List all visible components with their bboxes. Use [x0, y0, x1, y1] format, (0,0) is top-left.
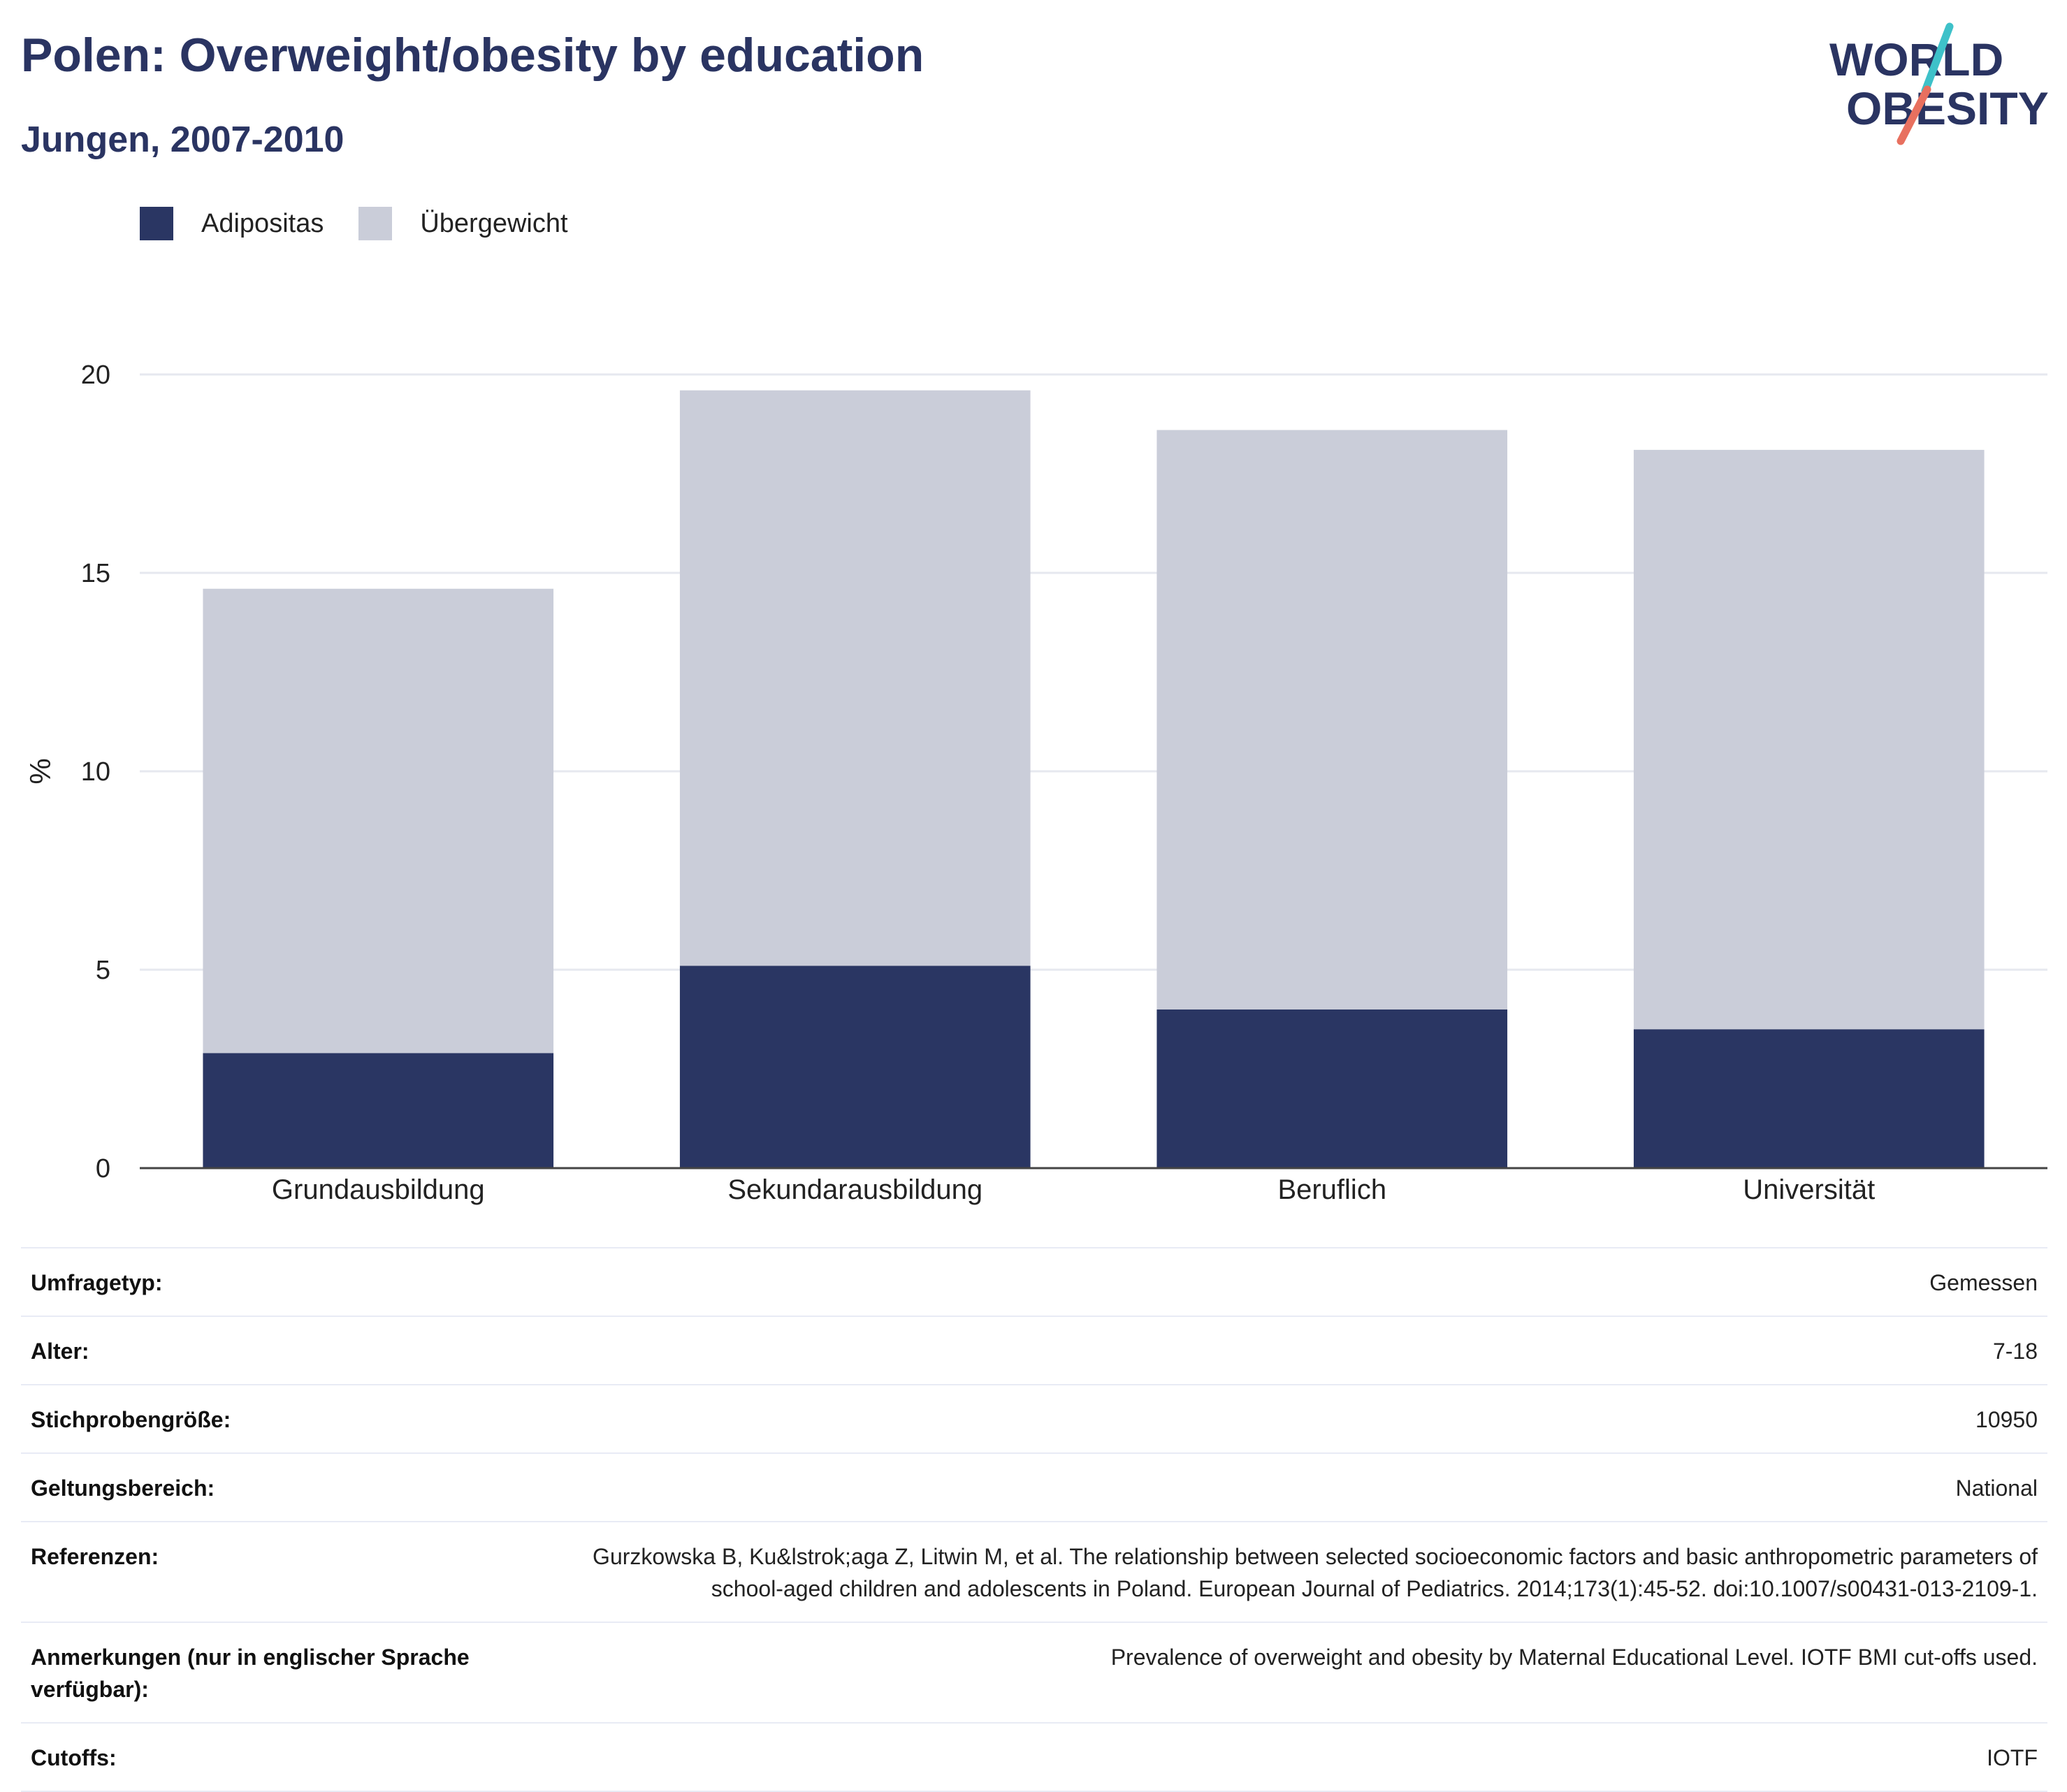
info-row: Geltungsbereich: National: [21, 1452, 2047, 1522]
legend: Adipositas Übergewicht: [140, 207, 603, 240]
info-value: IOTF: [544, 1722, 2047, 1792]
info-row: Alter: 7-18: [21, 1316, 2047, 1385]
legend-item-adipositas[interactable]: Adipositas: [140, 207, 324, 240]
bar-uebergewicht: [203, 588, 554, 1054]
world-obesity-logo: WORLD OBESITY: [1829, 22, 2049, 145]
bar-adipositas: [203, 1053, 554, 1168]
y-tick-label: 5: [96, 956, 110, 985]
y-tick-label: 15: [81, 559, 110, 588]
info-value: 7-18: [544, 1316, 2047, 1385]
logo-word-world: WORLD: [1829, 34, 2003, 85]
legend-item-uebergewicht[interactable]: Übergewicht: [358, 207, 568, 240]
y-axis-label: %: [24, 758, 57, 784]
legend-label-uebergewicht: Übergewicht: [420, 208, 568, 238]
legend-swatch-uebergewicht: [358, 207, 393, 240]
info-value: National: [544, 1452, 2047, 1522]
info-row: Referenzen: Gurzkowska B, Ku&lstrok;aga Z…: [21, 1521, 2047, 1622]
x-tick-label: Universität: [1743, 1174, 1875, 1205]
info-value: Prevalence of overweight and obesity by …: [544, 1622, 2047, 1723]
bar-chart: 0 5 10 15 20% Grundausbildung Sekundarausbildu…: [24, 360, 2047, 1205]
info-key: Cutoffs:: [21, 1722, 544, 1792]
info-row: Cutoffs: IOTF: [21, 1722, 2047, 1792]
info-key: Umfragetyp:: [21, 1247, 544, 1316]
bar-adipositas: [1633, 1029, 1985, 1168]
logo-slash-red: [1896, 85, 1931, 145]
info-value: Gurzkowska B, Ku&lstrok;aga Z, Litwin M,…: [544, 1521, 2047, 1622]
info-row: Anmerkungen (nur in englischer Sprache v…: [21, 1622, 2047, 1723]
info-value: 10950: [544, 1384, 2047, 1453]
info-row: Stichprobengröße: 10950: [21, 1384, 2047, 1453]
y-tick-label: 10: [81, 757, 110, 787]
bar-adipositas: [1156, 1009, 1508, 1168]
logo-word-obesity: OBESITY: [1846, 82, 2049, 134]
info-key: Stichprobengröße:: [21, 1384, 544, 1453]
logo-slash-teal: [1921, 22, 1954, 95]
bar-uebergewicht: [1156, 430, 1508, 1010]
bar-uebergewicht: [679, 390, 1031, 966]
info-value: Gemessen: [544, 1247, 2047, 1316]
info-key: Referenzen:: [21, 1521, 544, 1622]
legend-label-adipositas: Adipositas: [201, 208, 324, 238]
chart-title: Polen: Overweight/obesity by education: [21, 29, 924, 82]
info-key: Anmerkungen (nur in englischer Sprache v…: [21, 1622, 544, 1723]
chart-subtitle: Jungen, 2007-2010: [21, 119, 344, 160]
info-key: Alter:: [21, 1316, 544, 1385]
y-tick-label: 0: [96, 1154, 110, 1183]
x-tick-label: Sekundarausbildung: [727, 1174, 982, 1205]
info-row: Umfragetyp: Gemessen: [21, 1247, 2047, 1316]
info-key: Geltungsbereich:: [21, 1452, 544, 1522]
x-tick-label: Grundausbildung: [272, 1174, 485, 1205]
bar-uebergewicht: [1633, 449, 1985, 1030]
info-table: Umfragetyp: Gemessen Alter: 7-18 Stichproben…: [21, 1247, 2047, 1792]
bar-adipositas: [679, 966, 1031, 1168]
x-tick-label: Beruflich: [1277, 1174, 1386, 1205]
y-tick-label: 20: [81, 360, 110, 390]
legend-swatch-adipositas: [140, 207, 173, 240]
